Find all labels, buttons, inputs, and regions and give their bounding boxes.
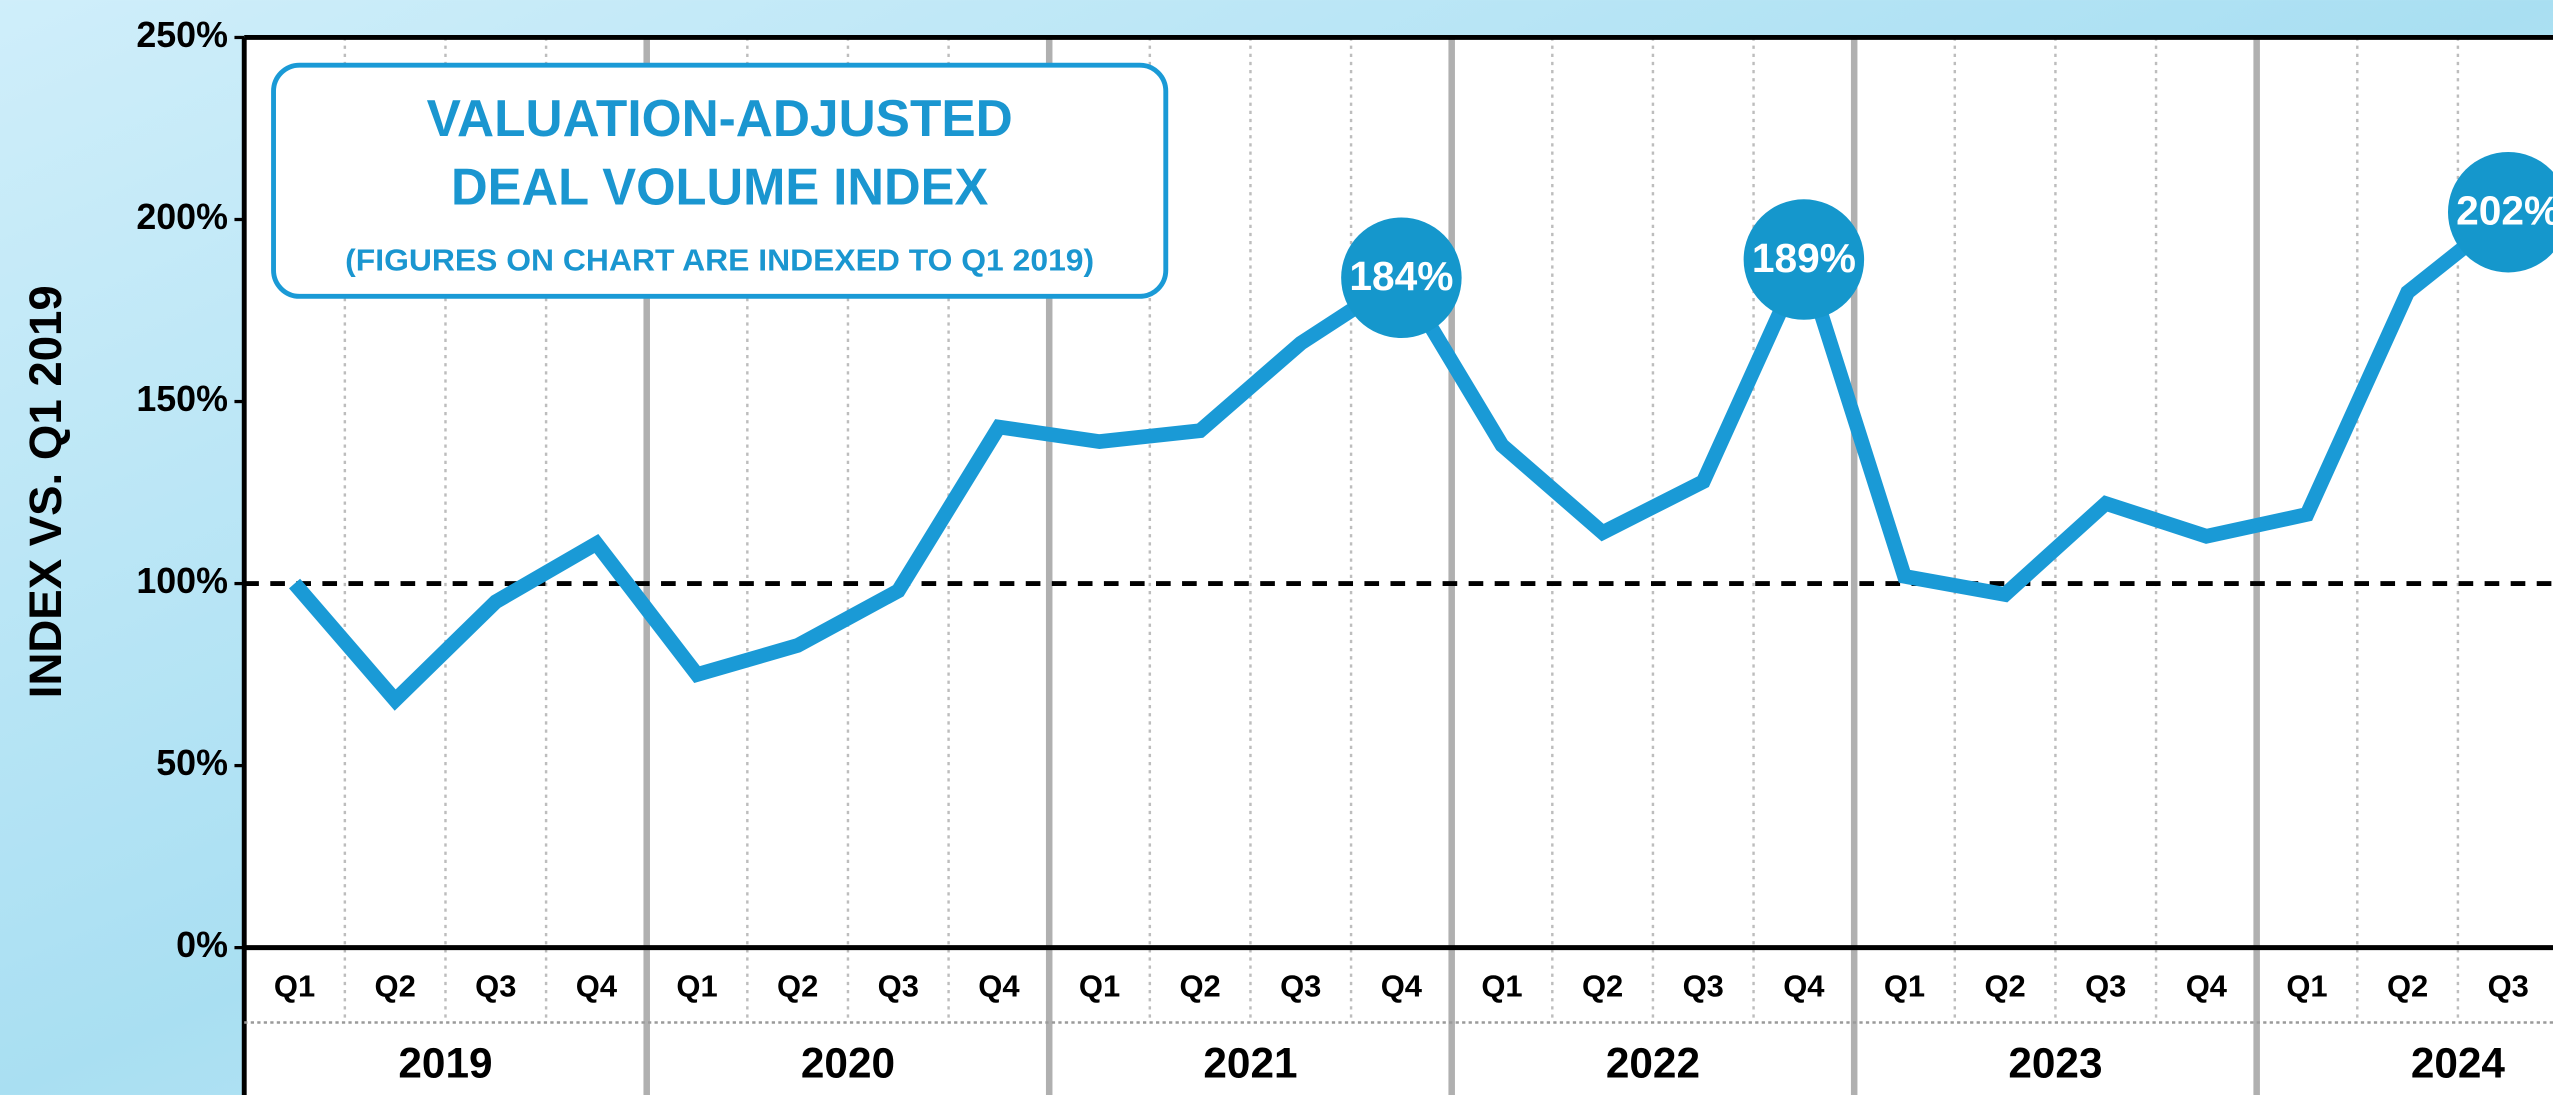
title-box <box>271 62 1169 299</box>
y-tick-label: 50% <box>156 743 228 783</box>
x-tick-label: Q3 <box>2085 969 2126 1004</box>
y-tick-label: 250% <box>136 15 228 55</box>
x-tick-label: Q2 <box>1180 969 1221 1004</box>
y-tick-label: 0% <box>176 925 228 965</box>
x-tick-label: Q3 <box>1683 969 1724 1004</box>
x-tick-label: Q2 <box>1582 969 1623 1004</box>
year-label: 2024 <box>2411 1040 2506 1087</box>
x-tick-label: Q3 <box>878 969 919 1004</box>
value-label: 189% <box>1752 235 1856 281</box>
x-tick-label: Q1 <box>676 969 717 1004</box>
x-tick-label: Q2 <box>2387 969 2428 1004</box>
x-tick-label: Q2 <box>1984 969 2025 1004</box>
year-label: 2019 <box>398 1040 492 1087</box>
x-tick-label: Q1 <box>274 969 315 1004</box>
y-tick-label: 150% <box>136 379 228 419</box>
chart-title: VALUATION-ADJUSTED <box>427 90 1013 148</box>
y-tick-label: 100% <box>136 561 228 601</box>
year-label: 2022 <box>1606 1040 1700 1087</box>
value-label: 202% <box>2456 188 2553 234</box>
y-axis-label: INDEX VS. Q1 2019 <box>20 285 71 698</box>
year-label: 2021 <box>1203 1040 1297 1087</box>
value-bubble <box>2447 151 2553 273</box>
x-tick-label: Q1 <box>2286 969 2327 1004</box>
value-bubble <box>1341 217 1462 338</box>
year-label: 2020 <box>801 1040 895 1087</box>
x-tick-label: Q3 <box>475 969 516 1004</box>
x-tick-label: Q4 <box>1381 969 1423 1004</box>
x-tick-label: Q1 <box>1079 969 1120 1004</box>
x-tick-label: Q4 <box>576 969 618 1004</box>
x-tick-label: Q4 <box>978 969 1020 1004</box>
x-tick-label: Q1 <box>1481 969 1522 1004</box>
x-tick-label: Q3 <box>1280 969 1321 1004</box>
x-tick-label: Q4 <box>2186 969 2228 1004</box>
x-tick-label: Q3 <box>2488 969 2529 1004</box>
x-tick-label: Q2 <box>375 969 416 1004</box>
x-tick-label: Q1 <box>1884 969 1925 1004</box>
y-tick-label: 200% <box>136 197 228 237</box>
year-label: 2023 <box>2008 1040 2102 1087</box>
chart-title: DEAL VOLUME INDEX <box>451 158 989 216</box>
value-bubble <box>1743 199 1865 320</box>
x-tick-label: Q2 <box>777 969 818 1004</box>
value-label: 184% <box>1349 253 1453 299</box>
x-tick-label: Q4 <box>1783 969 1825 1004</box>
chart-subtitle: (FIGURES ON CHART ARE INDEXED TO Q1 2019… <box>345 242 1094 277</box>
